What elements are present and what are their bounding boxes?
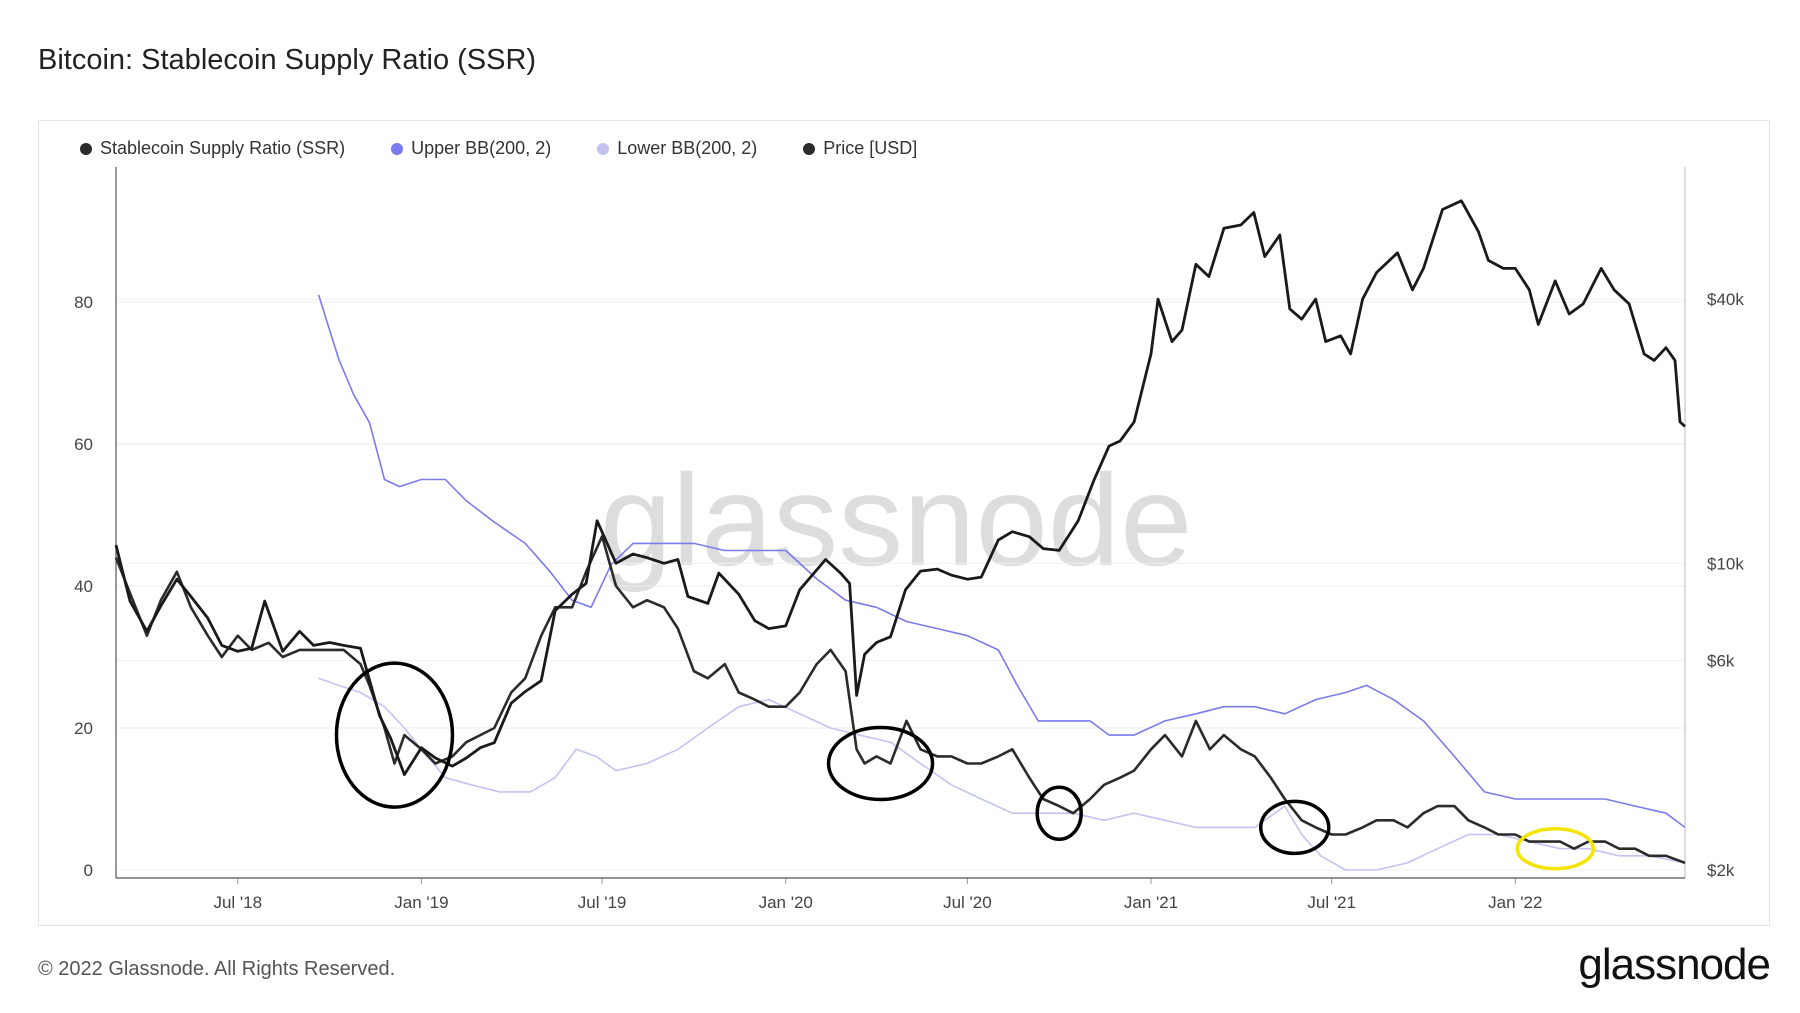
lower-bb-line — [318, 677, 1686, 871]
copyright-text: © 2022 Glassnode. All Rights Reserved. — [38, 958, 396, 980]
annotations — [334, 661, 1595, 871]
y2-tick-label: $10k — [1707, 554, 1744, 573]
y-tick-label: 80 — [74, 293, 93, 312]
x-tick-label: Jul '21 — [1307, 893, 1356, 912]
chart-frame — [38, 120, 1770, 926]
legend-item-upper-bb[interactable]: Upper BB(200, 2) — [391, 138, 551, 159]
y2-tick-label: $6k — [1707, 652, 1735, 671]
x-tick-label: Jan '20 — [759, 893, 813, 912]
legend-dot-icon — [803, 142, 816, 155]
price-line — [114, 199, 1686, 776]
watermark-text: glassnode — [600, 447, 1193, 593]
y-tick-label: 40 — [74, 577, 93, 596]
x-tick-label: Jul '18 — [213, 893, 262, 912]
yellow-circle-annotation — [1515, 826, 1595, 871]
x-tick-label: Jan '21 — [1124, 893, 1178, 912]
black-circle-annotation — [1035, 785, 1083, 841]
legend-item-lower-bb[interactable]: Lower BB(200, 2) — [597, 138, 757, 159]
legend-dot-icon — [597, 142, 610, 155]
legend-label: Price [USD] — [823, 138, 918, 158]
upper-bb-line — [317, 294, 1686, 829]
black-circle-annotation — [1258, 799, 1331, 856]
legend-dot-icon — [80, 142, 92, 155]
legend-item-ssr[interactable]: Stablecoin Supply Ratio (SSR) — [80, 138, 345, 159]
black-circle-annotation — [826, 725, 935, 802]
y-tick-label: 0 — [84, 861, 93, 880]
legend-label: Lower BB(200, 2) — [617, 138, 758, 158]
x-tick-label: Jan '19 — [394, 893, 448, 912]
x-tick-label: Jul '19 — [578, 893, 627, 912]
x-tick-label: Jul '20 — [943, 893, 992, 912]
legend-label: Upper BB(200, 2) — [411, 138, 552, 158]
grid-lines — [116, 298, 1685, 871]
black-circle-annotation — [334, 661, 455, 809]
page-title: Bitcoin: Stablecoin Supply Ratio (SSR) — [38, 44, 537, 76]
x-tick-label: Jan '22 — [1488, 893, 1542, 912]
series-group — [114, 199, 1686, 871]
legend-dot-icon — [391, 142, 404, 155]
tick-labels: 0 20 40 60 80 $2k $6k $10k $40k Jul '18 Jan '19 Jul… — [74, 290, 1744, 912]
y-tick-label: 60 — [74, 435, 93, 454]
legend-label: Stablecoin Supply Ratio (SSR) — [100, 138, 346, 158]
legend-item-price[interactable]: Price [USD] — [803, 138, 917, 159]
y2-tick-label: $2k — [1707, 861, 1735, 880]
axes — [115, 167, 1686, 884]
brand-logo: glassnode — [1578, 940, 1771, 989]
y-tick-label: 20 — [74, 719, 93, 738]
y2-tick-label: $40k — [1707, 290, 1744, 309]
chart-legend: Stablecoin Supply Ratio (SSR) Upper BB(2… — [80, 138, 917, 159]
